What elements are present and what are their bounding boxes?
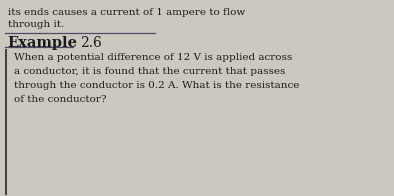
Text: through it.: through it. (8, 20, 64, 29)
Text: a conductor, it is found that the current that passes: a conductor, it is found that the curren… (14, 67, 285, 76)
Text: When a potential difference of 12 V is applied across: When a potential difference of 12 V is a… (14, 53, 292, 62)
Text: through the conductor is 0.2 A. What is the resistance: through the conductor is 0.2 A. What is … (14, 81, 299, 90)
Text: Example: Example (7, 36, 77, 50)
Text: of the conductor?: of the conductor? (14, 95, 106, 104)
Text: its ends causes a current of 1 ampere to flow: its ends causes a current of 1 ampere to… (8, 8, 245, 17)
Text: 2.6: 2.6 (80, 36, 102, 50)
